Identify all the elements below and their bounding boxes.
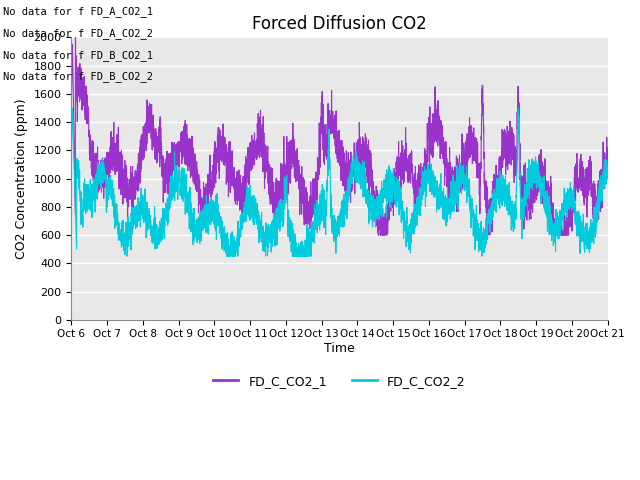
FD_C_CO2_1 xyxy=(458,169,465,175)
X-axis label: Time: Time xyxy=(324,342,355,355)
Text: No data for f FD_B_CO2_1: No data for f FD_B_CO2_1 xyxy=(3,49,153,60)
FD_C_CO2_1 xyxy=(323,133,330,139)
Line: FD_C_CO2_2: FD_C_CO2_2 xyxy=(72,108,608,256)
Text: No data for f FD_A_CO2_1: No data for f FD_A_CO2_1 xyxy=(3,6,153,17)
FD_C_CO2_2 xyxy=(298,253,305,259)
FD_C_CO2_2 xyxy=(68,105,76,111)
FD_C_CO2_1 xyxy=(68,98,76,104)
FD_C_CO2_2 xyxy=(561,204,568,209)
Text: No data for f FD_B_CO2_2: No data for f FD_B_CO2_2 xyxy=(3,71,153,82)
Legend: FD_C_CO2_1, FD_C_CO2_2: FD_C_CO2_1, FD_C_CO2_2 xyxy=(209,370,470,393)
FD_C_CO2_1 xyxy=(374,232,382,238)
FD_C_CO2_1 xyxy=(604,145,612,151)
FD_C_CO2_2 xyxy=(124,253,131,259)
FD_C_CO2_2 xyxy=(588,226,595,232)
Line: FD_C_CO2_1: FD_C_CO2_1 xyxy=(72,37,608,235)
FD_C_CO2_2 xyxy=(604,166,612,172)
FD_C_CO2_1 xyxy=(588,186,595,192)
FD_C_CO2_1 xyxy=(298,191,305,197)
Y-axis label: CO2 Concentration (ppm): CO2 Concentration (ppm) xyxy=(15,98,28,259)
Text: No data for f FD_A_CO2_2: No data for f FD_A_CO2_2 xyxy=(3,28,153,39)
FD_C_CO2_1 xyxy=(293,161,301,167)
FD_C_CO2_2 xyxy=(293,253,301,259)
FD_C_CO2_1 xyxy=(561,213,568,218)
FD_C_CO2_2 xyxy=(458,170,465,176)
FD_C_CO2_1 xyxy=(72,35,79,40)
FD_C_CO2_2 xyxy=(323,197,330,203)
Title: Forced Diffusion CO2: Forced Diffusion CO2 xyxy=(252,15,427,33)
FD_C_CO2_2 xyxy=(68,159,76,165)
